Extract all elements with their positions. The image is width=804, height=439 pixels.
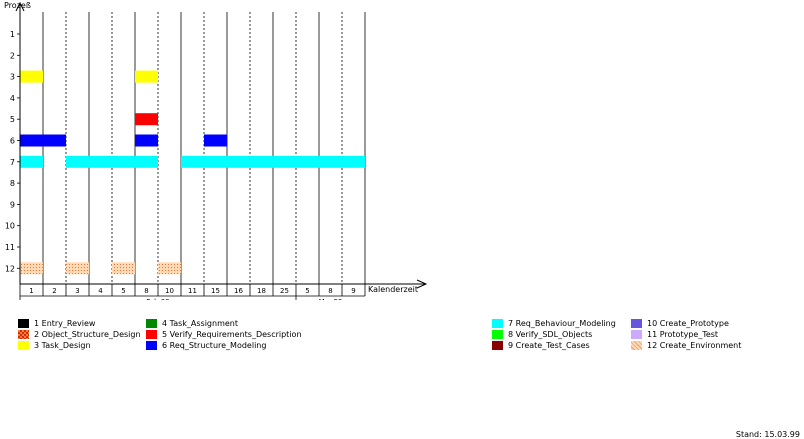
legend-item: 10 Create_Prototype (631, 319, 729, 328)
legend-swatch (18, 330, 29, 339)
legend-item: 2 Object_Structure_Design (18, 330, 141, 339)
x-axis-title: Kalenderzeit (368, 285, 418, 294)
legend-label: 4 Task_Assignment (162, 319, 238, 328)
gantt-bar (135, 70, 158, 83)
x-tick-label: 25 (280, 287, 289, 295)
legend-label: 10 Create_Prototype (647, 319, 729, 328)
gantt-bar (112, 262, 135, 275)
legend-label: 7 Req_Behaviour_Modeling (508, 319, 616, 328)
legend-swatch (146, 341, 157, 350)
x-tick-label: 9 (351, 287, 355, 295)
y-tick-label: 4 (10, 94, 15, 103)
legend-label: 1 Entry_Review (34, 319, 96, 328)
gantt-bar (20, 134, 66, 147)
gantt-bar (204, 134, 227, 147)
legend-label: 9 Create_Test_Cases (508, 341, 590, 350)
y-tick-label: 7 (10, 158, 15, 167)
legend-item: 3 Task_Design (18, 341, 91, 350)
legend-swatch (18, 341, 29, 350)
gantt-bar (66, 262, 89, 275)
legend-item: 9 Create_Test_Cases (492, 341, 590, 350)
x-tick-label: 15 (211, 287, 220, 295)
x-tick-label: 18 (257, 287, 266, 295)
legend-item: 5 Verify_Requirements_Description (146, 330, 302, 339)
y-tick-label: 2 (10, 51, 15, 60)
y-tick-label: 10 (5, 222, 15, 231)
y-tick-label: 5 (10, 115, 15, 124)
x-tick-label: 5 (121, 287, 125, 295)
x-tick-label: 4 (98, 287, 103, 295)
legend-label: 12 Create_Environment (647, 341, 742, 350)
y-tick-label: 8 (10, 179, 15, 188)
legend-label: 3 Task_Design (34, 341, 91, 350)
y-tick-label: 3 (10, 73, 15, 82)
x-axis-arrow (416, 279, 428, 289)
legend-item: 7 Req_Behaviour_Modeling (492, 319, 616, 328)
x-tick-label: 8 (144, 287, 148, 295)
gantt-bar (20, 70, 43, 83)
x-tick-label: 11 (188, 287, 197, 295)
gantt-bar (135, 113, 158, 126)
x-tick-label: 3 (75, 287, 79, 295)
legend-swatch (146, 319, 157, 328)
y-axis-arrow (15, 1, 25, 12)
gantt-chart: 123456789101112123458101115161825589Feb … (5, 1, 428, 300)
legend-label: 5 Verify_Requirements_Description (162, 330, 302, 339)
gantt-bar (66, 155, 158, 168)
y-axis-title: Prozeß (4, 1, 31, 10)
x-tick-label: 16 (234, 287, 243, 295)
legend-swatch (146, 330, 157, 339)
legend-item: 6 Req_Structure_Modeling (146, 341, 266, 350)
legend-item: 4 Task_Assignment (146, 319, 238, 328)
legend-item: 8 Verify_SDL_Objects (492, 330, 592, 339)
legend-label: 6 Req_Structure_Modeling (162, 341, 267, 350)
x-tick-label: 1 (29, 287, 33, 295)
legend-swatch (631, 330, 642, 339)
legend-label: 2 Object_Structure_Design (34, 330, 141, 339)
gantt-bar (181, 155, 365, 168)
x-tick-label: 8 (328, 287, 332, 295)
legend-label: 8 Verify_SDL_Objects (508, 330, 593, 339)
gantt-bar (20, 262, 43, 275)
legend-item: 12 Create_Environment (631, 341, 741, 350)
legend-swatch (492, 341, 503, 350)
y-tick-label: 12 (5, 264, 15, 273)
y-tick-label: 11 (5, 243, 15, 252)
gantt-bar (20, 155, 43, 168)
x-tick-label: 5 (305, 287, 309, 295)
y-tick-label: 9 (10, 200, 15, 209)
month-label: Mrz 99 (319, 298, 343, 300)
y-tick-label: 6 (10, 137, 15, 146)
gantt-bar (158, 262, 181, 275)
gantt-bar (135, 134, 158, 147)
legend-label: 11 Prototype_Test (647, 330, 719, 339)
legend-item: 11 Prototype_Test (631, 330, 718, 339)
legend-swatch (631, 341, 642, 350)
month-label: Feb 99 (146, 298, 170, 300)
legend-swatch (492, 330, 503, 339)
x-tick-label: 2 (52, 287, 56, 295)
x-tick-label: 10 (165, 287, 174, 295)
legend-swatch (492, 319, 503, 328)
legend-swatch (18, 319, 29, 328)
legend-item: 1 Entry_Review (18, 319, 95, 328)
stand-date: Stand: 15.03.99 (735, 430, 800, 439)
legend-swatch (631, 319, 642, 328)
y-tick-label: 1 (10, 30, 15, 39)
